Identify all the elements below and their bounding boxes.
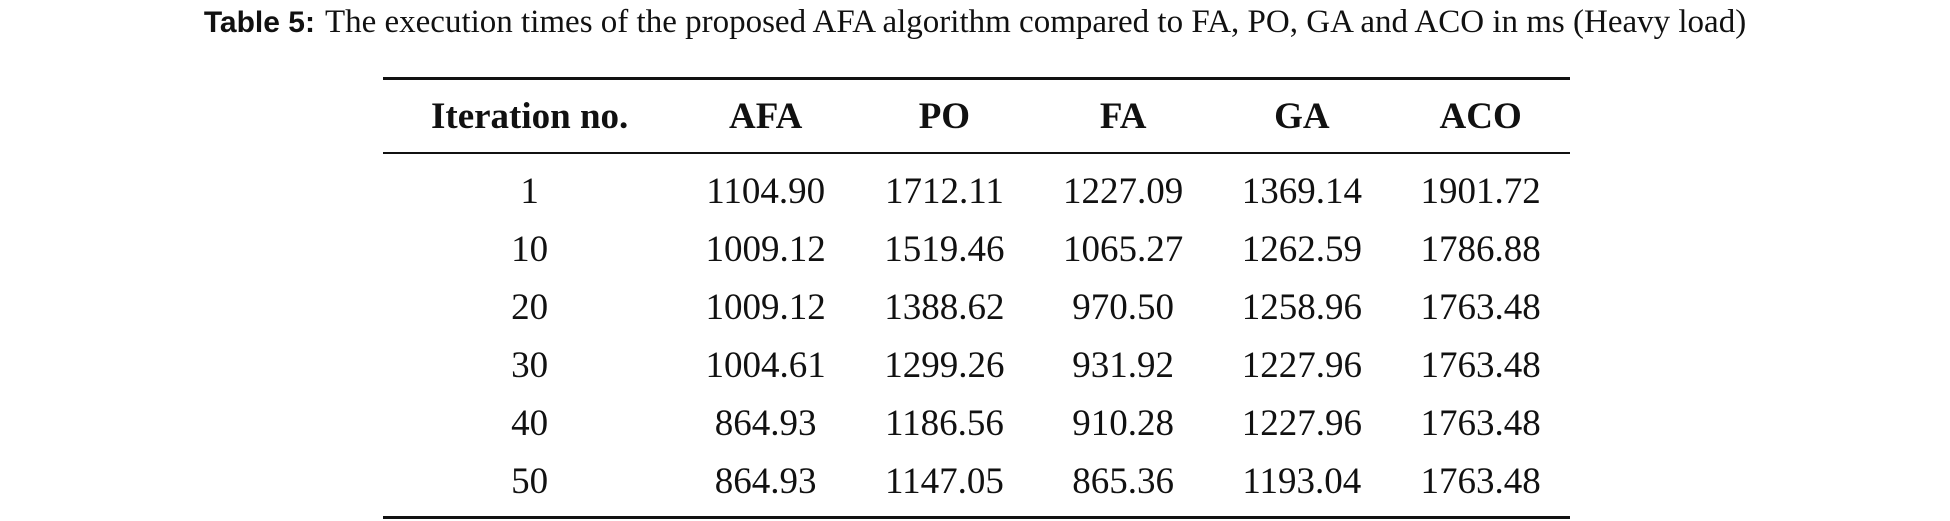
table-cell: 1147.05 [855, 452, 1034, 519]
table-cell: 1004.61 [705, 344, 826, 386]
table-row: 10 1009.12 1519.46 1065.27 1262.59 1786.88 [383, 220, 1570, 278]
column-header: AFA [676, 77, 856, 154]
column-header: GA [1212, 77, 1392, 154]
table-cell: 1388.62 [884, 286, 1005, 328]
table-cell: 50 [383, 452, 677, 519]
table-cell: 1786.88 [1420, 228, 1541, 270]
table-row: 1 1104.90 1712.11 1227.09 1369.14 1901.72 [383, 153, 1570, 220]
column-header: Iteration no. [383, 77, 677, 154]
table-cell: 1186.56 [884, 402, 1004, 444]
table-cell: 1227.96 [1241, 402, 1362, 444]
table-cell: 1 [520, 170, 539, 212]
table-cell: 40 [511, 402, 549, 444]
table-cell: 1009.12 [705, 228, 826, 270]
table-cell: 30 [511, 344, 549, 386]
table-cell: 865.36 [1033, 452, 1213, 519]
table-cell: 1227.96 [1241, 344, 1362, 386]
caption-text: The execution times of the proposed AFA … [324, 4, 1747, 40]
table-row: 50 864.93 1147.05 865.36 1193.04 1763.48 [383, 452, 1570, 519]
table-cell: 1262.59 [1241, 228, 1362, 270]
table-cell: 1763.48 [1391, 452, 1570, 519]
table: Iteration no. AFA PO FA GA ACO 1 1104.90 1712.1… [383, 77, 1570, 519]
table-cell: 20 [511, 286, 549, 328]
table-cell: 864.93 [676, 452, 856, 519]
table-cell: 1763.48 [1420, 402, 1541, 444]
table-cell: 1104.90 [706, 170, 826, 212]
column-header: ACO [1391, 77, 1570, 154]
table-cell: 1299.26 [884, 344, 1005, 386]
table-cell: 10 [511, 228, 549, 270]
table-cell: 1763.48 [1420, 344, 1541, 386]
caption: Table 5: The execution times of the propo… [0, 4, 1950, 41]
table-cell: 1065.27 [1063, 228, 1184, 270]
header-row: Iteration no. AFA PO FA GA ACO [383, 77, 1570, 154]
table-cell: 970.50 [1072, 286, 1174, 328]
table-cell: 1901.72 [1420, 170, 1541, 212]
table-cell: 1519.46 [884, 228, 1005, 270]
caption-label: Table 5: [203, 6, 315, 39]
table-row: 40 864.93 1186.56 910.28 1227.96 1763.48 [383, 394, 1570, 452]
table-cell: 1258.96 [1241, 286, 1362, 328]
table-row: 20 1009.12 1388.62 970.50 1258.96 1763.48 [383, 278, 1570, 336]
column-header: FA [1033, 77, 1213, 154]
table-row: 30 1004.61 1299.26 931.92 1227.96 1763.48 [383, 336, 1570, 394]
table-body: 1 1104.90 1712.11 1227.09 1369.14 1901.72 10 10… [383, 153, 1570, 519]
table-cell: 931.92 [1072, 344, 1174, 386]
table-cell: 1193.04 [1212, 452, 1392, 519]
table-cell: 910.28 [1072, 402, 1174, 444]
table-cell: 1009.12 [705, 286, 826, 328]
table-cell: 864.93 [714, 402, 817, 444]
table-cell: 1227.09 [1063, 170, 1184, 212]
table-cell: 1369.14 [1241, 170, 1362, 212]
column-header: PO [855, 77, 1034, 154]
table-cell: 1763.48 [1420, 286, 1541, 328]
table-cell: 1712.11 [884, 170, 1004, 212]
